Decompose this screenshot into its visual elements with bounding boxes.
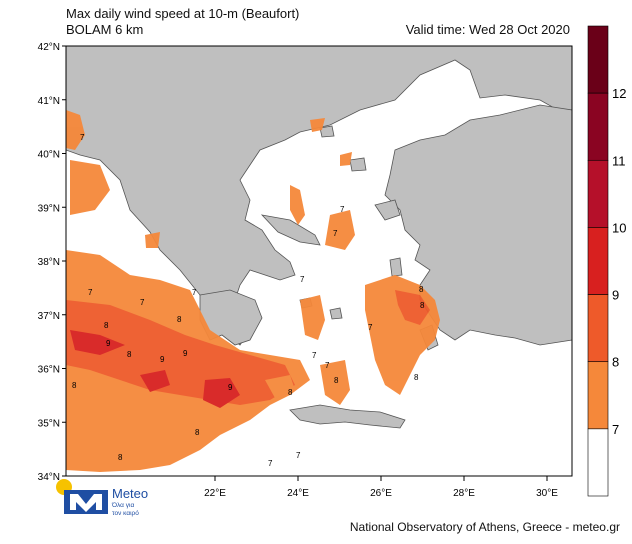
colorbar-swatch bbox=[587, 361, 609, 430]
lon-tick-label: 28°E bbox=[453, 488, 475, 499]
contour-label: 7 bbox=[88, 288, 93, 297]
contour-labels: 7 7 7 7 8 8 9 8 9 9 8 9 8 8 7 7 7 7 7 7 … bbox=[72, 133, 425, 468]
title-line-1: Max daily wind speed at 10-m (Beaufort) bbox=[66, 6, 300, 21]
ionian-8 bbox=[66, 110, 85, 150]
west-core-9 bbox=[66, 300, 295, 405]
contour-label: 7 bbox=[80, 133, 85, 142]
contour-label: 9 bbox=[106, 339, 111, 348]
contour-label: 8 bbox=[177, 315, 182, 324]
dodec-8 bbox=[320, 360, 350, 405]
turkey bbox=[384, 104, 573, 346]
aegean-east-9 bbox=[395, 290, 430, 325]
contour-label: 8 bbox=[127, 350, 132, 359]
contour-label: 7 bbox=[368, 323, 373, 332]
wind-shading bbox=[66, 110, 440, 472]
colorbar-swatch bbox=[587, 25, 609, 94]
contour-label: 7 bbox=[312, 351, 317, 360]
evia bbox=[260, 214, 321, 246]
lat-tick-label: 42°N bbox=[38, 42, 60, 53]
logo-subtext-1: Όλα για bbox=[111, 502, 134, 509]
skyros-8 bbox=[325, 210, 355, 250]
colorbar-tick-label: 11 bbox=[612, 153, 626, 168]
chios bbox=[389, 257, 403, 277]
small-8c bbox=[145, 232, 160, 248]
crete bbox=[289, 404, 406, 429]
lat-tick-label: 39°N bbox=[38, 203, 60, 214]
map-title: Max daily wind speed at 10-m (Beaufort) … bbox=[66, 6, 299, 38]
colorbar-tick-label: 8 bbox=[612, 355, 619, 370]
logo-subtext-2: τον καιρό bbox=[112, 509, 139, 517]
lesvos bbox=[374, 199, 401, 221]
title-line-2: BOLAM 6 km bbox=[66, 22, 144, 37]
contour-label: 7 bbox=[192, 288, 197, 297]
cyclades-8 bbox=[300, 295, 325, 340]
contour-label: 8 bbox=[419, 285, 424, 294]
ionian-8b bbox=[70, 160, 110, 215]
contour-label: 7 bbox=[300, 275, 305, 284]
colorbar-tick-label: 12 bbox=[612, 86, 626, 101]
lat-tick-label: 41°N bbox=[38, 96, 60, 107]
lon-tick-label: 24°E bbox=[287, 488, 309, 499]
contour-label: 7 bbox=[296, 451, 301, 460]
lat-axis: 42°N 41°N 40°N 39°N 38°N 37°N 36°N 35°N 34°N bbox=[38, 42, 66, 483]
contour-label: 7 bbox=[325, 361, 330, 370]
colorbar-tick-label: 7 bbox=[612, 422, 619, 437]
colorbar-tick-label: 9 bbox=[612, 288, 619, 303]
lat-tick-label: 34°N bbox=[38, 472, 60, 483]
lat-tick-label: 35°N bbox=[38, 418, 60, 429]
contour-label: 7 bbox=[140, 298, 145, 307]
lon-tick-label: 30°E bbox=[536, 488, 558, 499]
colorbar-swatch bbox=[587, 92, 609, 161]
core-10a bbox=[70, 330, 125, 355]
lon-axis: 22°E 24°E 26°E 28°E 30°E bbox=[204, 476, 558, 499]
kythera-8 bbox=[265, 375, 295, 398]
logo-m-icon bbox=[70, 494, 102, 512]
credit-text: National Observatory of Athens, Greece -… bbox=[349, 520, 620, 534]
colorbar-swatch bbox=[587, 428, 609, 497]
colorbar-swatch bbox=[587, 294, 609, 363]
contour-label: 7 bbox=[340, 205, 345, 214]
meteo-logo-graphic: Meteo Όλα για τον καιρό bbox=[56, 479, 148, 517]
lon-tick-label: 22°E bbox=[204, 488, 226, 499]
colorbar-swatch bbox=[587, 227, 609, 295]
small-8b bbox=[340, 152, 352, 166]
contour-label: 9 bbox=[160, 355, 165, 364]
contour-label: 8 bbox=[420, 301, 425, 310]
core-10b bbox=[203, 378, 240, 408]
small-8a bbox=[310, 118, 325, 132]
contour-label: 7 bbox=[268, 459, 273, 468]
lat-tick-label: 37°N bbox=[38, 311, 60, 322]
land bbox=[65, 45, 573, 429]
colorbar-swatch bbox=[587, 159, 609, 228]
contour-label: 9 bbox=[228, 383, 233, 392]
lat-tick-label: 40°N bbox=[38, 150, 60, 161]
lat-tick-label: 38°N bbox=[38, 257, 60, 268]
contour-label: 8 bbox=[414, 373, 419, 382]
thasos bbox=[319, 125, 335, 138]
contour-label: 7 bbox=[333, 229, 338, 238]
contour-label: 8 bbox=[118, 453, 123, 462]
lon-tick-label: 26°E bbox=[370, 488, 392, 499]
meteo-logo: Meteo Όλα για τον καιρό bbox=[54, 478, 164, 518]
colorbar: 7 8 9 10 11 12 bbox=[587, 25, 626, 497]
contour-label: 8 bbox=[334, 376, 339, 385]
contour-label: 8 bbox=[288, 388, 293, 397]
north-aegean-8 bbox=[290, 185, 305, 225]
contour-label: 8 bbox=[195, 428, 200, 437]
colorbar-tick-label: 10 bbox=[612, 220, 626, 235]
lemnos bbox=[349, 157, 367, 172]
valid-time: Valid time: Wed 28 Oct 2020 bbox=[405, 22, 570, 37]
contour-label: 9 bbox=[183, 349, 188, 358]
lat-tick-label: 36°N bbox=[38, 365, 60, 376]
core-10c bbox=[140, 370, 170, 392]
logo-text: Meteo bbox=[112, 486, 148, 501]
contour-label: 8 bbox=[72, 381, 77, 390]
cyclades-2 bbox=[329, 307, 343, 320]
contour-label: 8 bbox=[104, 321, 109, 330]
